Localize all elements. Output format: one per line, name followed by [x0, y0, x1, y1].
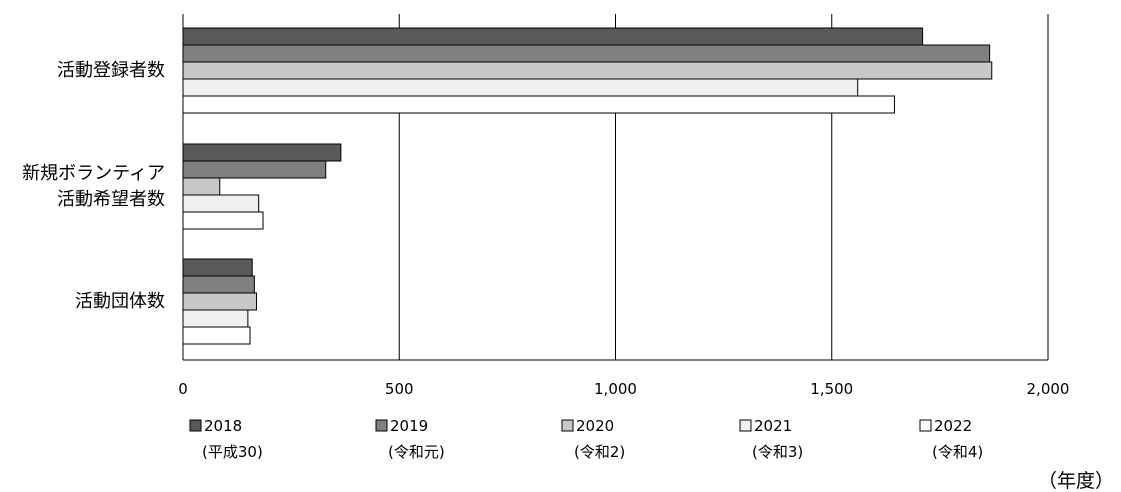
x-tick-label-0: 0	[178, 380, 188, 398]
bar-2019-cat0	[182, 44, 991, 63]
legend-sublabel-2022: (令和4)	[932, 443, 983, 461]
bar-2022-cat0	[182, 95, 895, 114]
legend-label-2022: 2022	[934, 417, 972, 435]
bar-2018-cat0	[182, 27, 924, 46]
x-tick-label-3: 1,500	[810, 380, 853, 398]
x-tick-label-2: 1,000	[594, 380, 637, 398]
bar-2020-cat2	[182, 292, 258, 311]
category-label-1-0: 新規ボランティア	[22, 163, 165, 184]
legend-sublabel-2021: (令和3)	[752, 443, 803, 461]
category-label-2-0: 活動団体数	[75, 291, 165, 312]
legend-label-2021: 2021	[754, 417, 792, 435]
bar-2021-cat0	[182, 78, 859, 97]
legend-label-2018: 2018	[204, 417, 242, 435]
bar-2021-cat2	[182, 309, 249, 328]
bar-2020-cat1	[182, 177, 221, 196]
bar-2022-cat1	[182, 211, 264, 230]
unit-note: （年度）	[1038, 470, 1114, 492]
legend-swatch-2021	[739, 419, 752, 432]
category-label-0-0: 活動登録者数	[57, 60, 165, 81]
x-tick-label-1: 500	[385, 380, 414, 398]
bar-2019-cat1	[182, 160, 327, 179]
bar-2020-cat0	[182, 61, 993, 80]
bar-2022-cat2	[182, 326, 251, 345]
legend-sublabel-2019: (令和元)	[388, 443, 445, 461]
legend-swatch-2018	[189, 419, 202, 432]
legend-swatch-2019	[375, 419, 388, 432]
bar-2021-cat1	[182, 194, 260, 213]
legend-sublabel-2018: (平成30)	[202, 443, 263, 461]
bar-2018-cat1	[182, 143, 342, 162]
legend-sublabel-2020: (令和2)	[574, 443, 625, 461]
legend-swatch-2022	[919, 419, 932, 432]
category-label-1-1: 活動希望者数	[57, 189, 165, 210]
bar-2019-cat2	[182, 275, 255, 294]
bar-2018-cat2	[182, 258, 253, 277]
legend-swatch-2020	[561, 419, 574, 432]
legend-label-2020: 2020	[576, 417, 614, 435]
legend-label-2019: 2019	[390, 417, 428, 435]
x-tick-label-4: 2,000	[1027, 380, 1070, 398]
